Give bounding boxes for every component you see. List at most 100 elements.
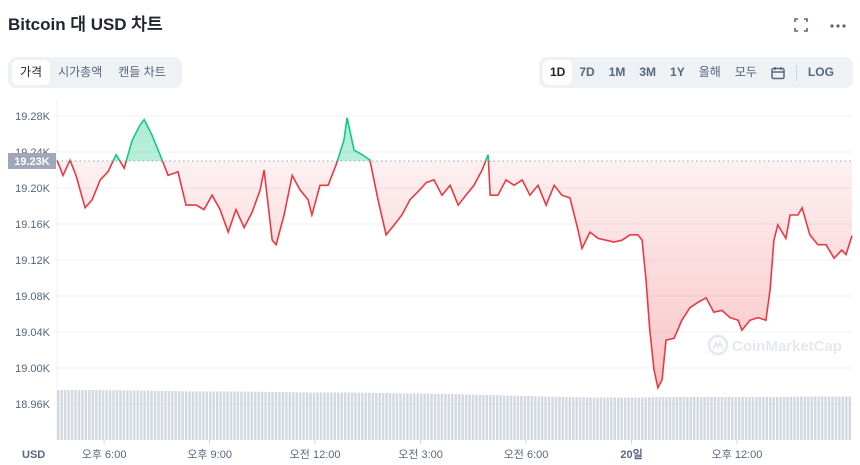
range-ytd[interactable]: 올해 — [698, 65, 721, 79]
volume-bar — [696, 397, 699, 440]
volume-bar — [409, 393, 413, 440]
area-below-baseline — [57, 161, 852, 388]
volume-bar — [782, 396, 786, 440]
volume-bar — [561, 397, 565, 440]
range-7d[interactable]: 7D — [579, 65, 595, 79]
volume-bar — [406, 393, 409, 440]
volume-bar — [433, 393, 437, 440]
volume-bar — [758, 397, 762, 440]
range-1m[interactable]: 1M — [608, 65, 626, 79]
volume-bar — [751, 397, 755, 440]
volume-bar — [813, 396, 817, 440]
volume-bar — [181, 391, 184, 440]
price-line-down — [56, 161, 853, 391]
volume-bar — [264, 391, 267, 440]
volume-bar — [623, 397, 627, 440]
volume-bar — [323, 392, 326, 440]
volume-bar — [820, 396, 824, 440]
y-tick-label: 19.08K — [15, 291, 51, 303]
volume-bar — [350, 392, 354, 440]
range-1d[interactable]: 1D — [543, 60, 573, 85]
volume-bar — [295, 392, 298, 440]
log-scale-toggle[interactable]: LOG — [807, 65, 834, 79]
volume-bar — [596, 397, 599, 440]
volume-bar — [423, 393, 426, 440]
volume-bar — [513, 395, 516, 440]
tab-price[interactable]: 가격 — [12, 60, 51, 85]
volume-bar — [648, 397, 651, 440]
volume-bar — [578, 397, 582, 440]
volume-bar — [717, 397, 720, 440]
coinmarketcap-logo-mark — [712, 340, 724, 350]
volume-bar — [509, 395, 513, 440]
range-1y[interactable]: 1Y — [670, 65, 685, 79]
volume-bar — [150, 390, 153, 440]
volume-bar — [661, 397, 665, 440]
volume-bar — [388, 393, 392, 440]
volume-bar — [378, 392, 381, 440]
more-icon[interactable] — [830, 18, 846, 35]
volume-bar — [316, 392, 319, 440]
volume-bar — [136, 390, 139, 440]
volume-bar — [454, 394, 457, 440]
volume-bar — [440, 393, 444, 440]
volume-bar — [385, 393, 388, 440]
volume-bar — [772, 397, 775, 440]
volume-bar — [368, 392, 371, 440]
volume-bar — [630, 397, 634, 440]
volume-bar — [679, 397, 682, 440]
tab-candle-chart[interactable]: 캔들 차트 — [118, 65, 166, 79]
volume-bar — [572, 397, 575, 440]
volume-bar — [164, 390, 167, 440]
volume-bar — [57, 390, 60, 440]
volume-bar — [129, 390, 133, 440]
volume-bar — [834, 396, 838, 440]
volume-bar — [582, 397, 585, 440]
volume-bar — [160, 390, 164, 440]
volume-bar — [247, 391, 250, 440]
volume-bar — [278, 392, 281, 440]
volume-bar — [101, 390, 105, 440]
volume-bar — [202, 391, 205, 440]
volume-bar — [274, 392, 278, 440]
volume-bar — [762, 397, 765, 440]
volume-bar — [824, 396, 827, 440]
volume-bar — [88, 390, 91, 440]
volume-bar — [727, 397, 731, 440]
volume-bar — [153, 390, 157, 440]
y-tick-label: 19.28K — [15, 111, 51, 123]
volume-bar — [60, 390, 63, 440]
volume-bar — [240, 391, 243, 440]
volume-bar — [461, 394, 464, 440]
volume-bar — [233, 391, 236, 440]
volume-bar — [77, 390, 81, 440]
volume-bar — [693, 397, 696, 440]
price-chart[interactable]: 19.28K19.24K19.20K19.16K19.12K19.08K19.0… — [0, 95, 860, 465]
volume-bar — [686, 397, 689, 440]
volume-bar — [703, 397, 706, 440]
x-tick-label: 오전 6:00 — [504, 448, 549, 461]
volume-bar — [817, 396, 820, 440]
area-above-baseline — [57, 117, 852, 161]
volume-bar — [357, 392, 361, 440]
fullscreen-icon[interactable] — [794, 18, 808, 35]
volume-bar — [115, 390, 119, 440]
volume-bar — [741, 397, 744, 440]
volume-bar — [603, 397, 606, 440]
tab-market-cap[interactable]: 시가총액 — [58, 65, 103, 79]
volume-bar — [171, 391, 174, 440]
y-tick-label: 19.04K — [15, 327, 51, 339]
volume-bar — [485, 394, 489, 440]
volume-bar — [800, 396, 803, 440]
volume-bar — [502, 395, 506, 440]
baseline-label: 19.23K — [14, 156, 50, 168]
volume-bar — [381, 393, 385, 440]
range-all[interactable]: 모두 — [734, 65, 757, 79]
volume-bar — [492, 395, 495, 440]
range-3m[interactable]: 3M — [639, 65, 657, 79]
volume-bar — [495, 395, 499, 440]
volume-bar — [426, 393, 430, 440]
volume-bar — [399, 393, 402, 440]
calendar-icon[interactable] — [764, 60, 792, 85]
watermark-text: CoinMarketCap — [732, 338, 842, 355]
